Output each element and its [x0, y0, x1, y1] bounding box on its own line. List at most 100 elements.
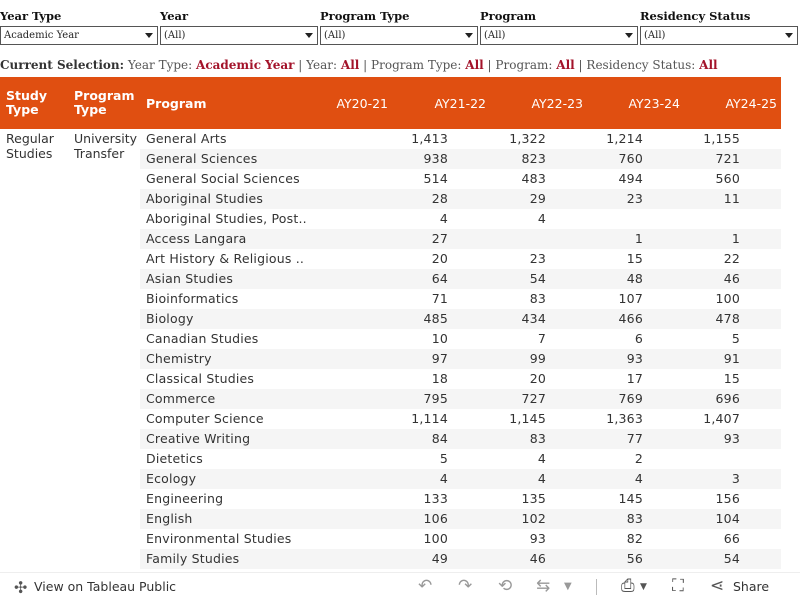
value-cell: 1,214 [606, 131, 643, 146]
table-row[interactable]: Ecology 4 4 4 3 3 [140, 469, 781, 489]
year-select[interactable]: (All) [160, 26, 318, 45]
filter-label: Residency Status [640, 9, 751, 23]
toolbar-divider [596, 579, 597, 595]
redo-icon[interactable]: ↷ [458, 576, 473, 596]
value-cell: 28 [431, 191, 448, 206]
value-cell: 104 [715, 511, 740, 526]
table-row[interactable]: Art History & Religious .. 20 23 15 22 14 [140, 249, 781, 269]
program-cell: Chemistry [146, 351, 212, 366]
undo-icon[interactable]: ↶ [418, 576, 433, 596]
header-year[interactable]: AY21-22 [434, 96, 486, 111]
table-row[interactable]: Dietetics 5 4 2 [140, 449, 781, 469]
view-on-tableau-link[interactable]: View on Tableau Public [34, 579, 177, 594]
table-row[interactable]: English 106 102 83 104 96 [140, 509, 781, 529]
study-type-cell: Regular Studies [6, 131, 62, 161]
header-year[interactable]: AY20-21 [336, 96, 388, 111]
header-year[interactable]: AY24-25 [725, 96, 777, 111]
value-cell: 2 [634, 451, 643, 466]
table-row[interactable]: General Arts 1,413 1,322 1,214 1,155 1,077 [140, 129, 781, 149]
value-cell: 5 [731, 331, 740, 346]
dropdown-icon[interactable]: ▼ [564, 581, 572, 592]
share-button[interactable]: Share [733, 579, 770, 594]
selection-value: All [556, 58, 575, 72]
program-cell: Asian Studies [146, 271, 234, 286]
header-program[interactable]: Program [146, 96, 207, 111]
value-cell: 721 [715, 151, 740, 166]
table-row[interactable]: Access Langara 27 1 1 [140, 229, 781, 249]
value-cell: 1,407 [703, 411, 740, 426]
table-row[interactable]: Commerce 795 727 769 696 610 [140, 389, 781, 409]
value-cell: 2 [757, 331, 781, 347]
table-row[interactable]: Classical Studies 18 20 17 15 13 [140, 369, 781, 389]
table-row[interactable]: Biology 485 434 466 478 382 [140, 309, 781, 329]
chevron-down-icon [625, 33, 633, 38]
table-row[interactable]: General Social Sciences 514 483 494 560 600 [140, 169, 781, 189]
refresh-icon[interactable]: ⇆ [536, 576, 551, 596]
selection-label: Residency Status: [586, 58, 696, 72]
value-cell: 133 [423, 491, 448, 506]
table-row[interactable]: Canadian Studies 10 7 6 5 2 [140, 329, 781, 349]
table-row[interactable]: Aboriginal Studies, Post.. 4 4 [140, 209, 781, 229]
value-cell: 46 [529, 551, 546, 566]
table-row[interactable]: Family Studies 49 46 56 54 38 [140, 549, 781, 569]
program-type-select[interactable]: (All) [320, 26, 478, 45]
share-icon[interactable]: ⋖ [710, 576, 725, 596]
program-type-value: University Transfer [74, 131, 138, 161]
value-cell: 600 [757, 171, 781, 187]
value-cell: 83 [529, 291, 546, 306]
residency-status-select[interactable]: (All) [640, 26, 798, 45]
program-cell: Ecology [146, 471, 197, 486]
value-cell: 5 [439, 451, 448, 466]
value-cell: 93 [723, 431, 740, 446]
fullscreen-icon[interactable]: ⛶ [672, 576, 684, 596]
selection-separator: | [487, 58, 492, 72]
value-cell: 434 [521, 311, 546, 326]
header-year[interactable]: AY23-24 [628, 96, 680, 111]
download-icon[interactable]: ⎙ [621, 576, 635, 596]
header-year[interactable]: AY22-23 [531, 96, 583, 111]
download-dropdown-icon[interactable]: ▼ [640, 582, 647, 592]
program-cell: General Sciences [146, 151, 258, 166]
program-cell: Biology [146, 311, 194, 326]
table-row[interactable]: Chemistry 97 99 93 91 67 [140, 349, 781, 369]
value-cell: 1,322 [509, 131, 546, 146]
header-program-type[interactable]: Program Type [74, 88, 135, 117]
program-cell: English [146, 511, 193, 526]
tableau-logo-icon: ✣ [14, 578, 28, 597]
value-cell: 13 [757, 371, 781, 387]
program-select[interactable]: (All) [480, 26, 638, 45]
value-cell: 100 [715, 291, 740, 306]
table-row[interactable]: Bioinformatics 71 83 107 100 76 [140, 289, 781, 309]
program-cell: Canadian Studies [146, 331, 259, 346]
table-row[interactable]: Computer Science 1,114 1,145 1,363 1,407 1,16… [140, 409, 781, 429]
value-cell: 760 [618, 151, 643, 166]
table-row[interactable]: Asian Studies 64 54 48 46 35 [140, 269, 781, 289]
header-study-type[interactable]: Study Type [6, 88, 47, 117]
table-row[interactable]: Engineering 133 135 145 156 174 [140, 489, 781, 509]
table-row[interactable]: General Sciences 938 823 760 721 747 [140, 149, 781, 169]
program-cell: Aboriginal Studies [146, 191, 264, 206]
value-cell: 107 [618, 291, 643, 306]
value-cell: 560 [715, 171, 740, 186]
value-cell: 17 [626, 371, 643, 386]
year-type-select[interactable]: Academic Year [0, 26, 158, 45]
data-table[interactable]: Study Type Program Type Program AY20-21 … [0, 77, 781, 569]
program-cell: Creative Writing [146, 431, 251, 446]
value-cell: 11 [723, 191, 740, 206]
value-cell: 696 [715, 391, 740, 406]
value-cell: 1,114 [411, 411, 448, 426]
value-cell: 4 [439, 211, 448, 226]
value-cell: 823 [521, 151, 546, 166]
value-cell: 7 [537, 331, 546, 346]
table-row[interactable]: Environmental Studies 100 93 82 66 64 [140, 529, 781, 549]
value-cell: 9 [757, 191, 781, 207]
filter-year-type: Year Type Academic Year [0, 8, 158, 45]
selection-label: Year Type: [127, 58, 193, 72]
table-row[interactable]: Creative Writing 84 83 77 93 73 [140, 429, 781, 449]
filter-bar: Year Type Academic Year Year (All) Progr… [0, 8, 800, 48]
table-row[interactable]: Aboriginal Studies 28 29 23 11 9 [140, 189, 781, 209]
selection-value: All [465, 58, 484, 72]
revert-icon[interactable]: ⟲ [498, 576, 513, 596]
value-cell: 96 [757, 511, 781, 527]
value-cell: 54 [529, 271, 546, 286]
